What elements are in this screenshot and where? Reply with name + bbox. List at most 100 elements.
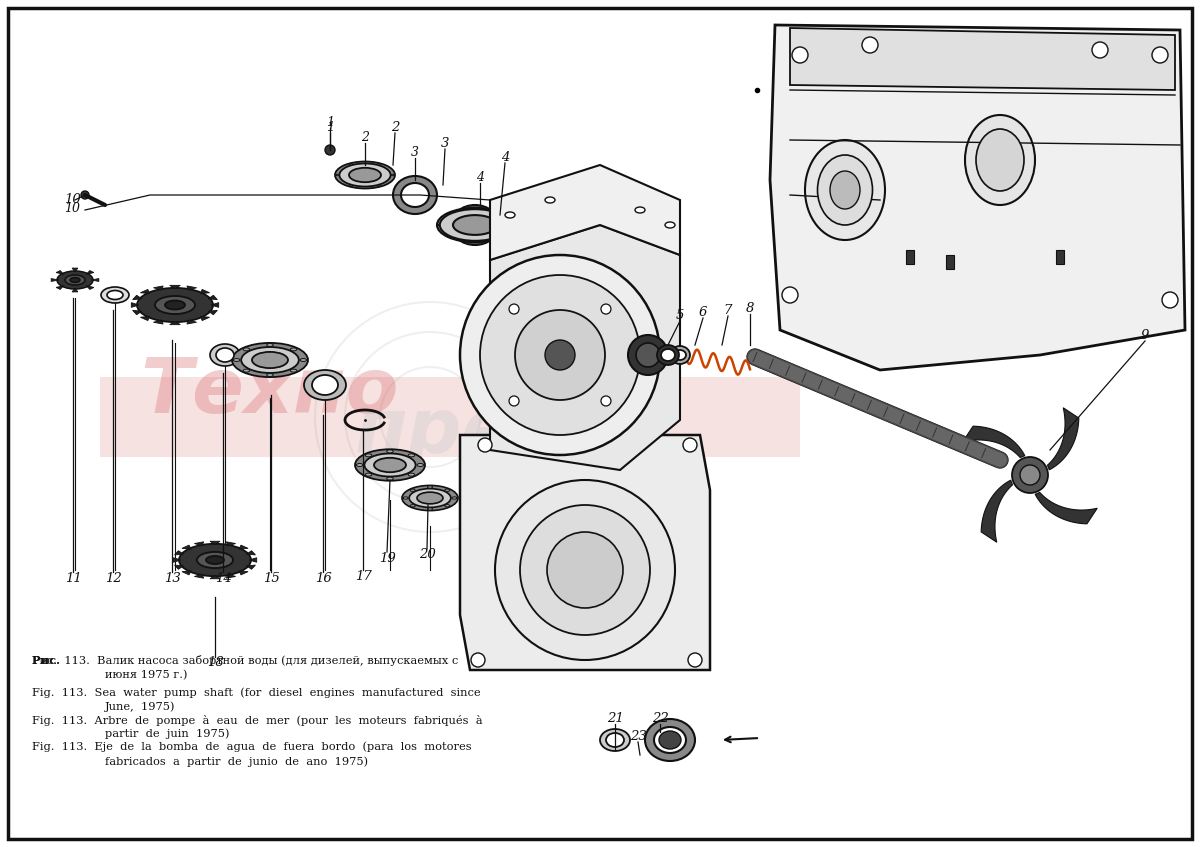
Circle shape: [683, 438, 697, 452]
Text: 1: 1: [326, 115, 334, 129]
Ellipse shape: [505, 212, 515, 218]
Text: 8: 8: [746, 302, 754, 314]
Circle shape: [862, 37, 878, 53]
Ellipse shape: [300, 358, 307, 362]
Polygon shape: [169, 285, 180, 289]
Text: Рис.  113.  Валик насоса забортной воды (для дизелей, выпускаемых с: Рис. 113. Валик насоса забортной воды (д…: [32, 655, 458, 666]
Ellipse shape: [445, 489, 450, 491]
Ellipse shape: [654, 727, 686, 753]
Ellipse shape: [665, 222, 674, 228]
Polygon shape: [962, 426, 1025, 457]
Text: 9: 9: [1141, 329, 1150, 341]
Polygon shape: [133, 296, 142, 300]
Polygon shape: [200, 290, 210, 294]
Polygon shape: [154, 320, 163, 324]
Ellipse shape: [545, 197, 554, 203]
Text: 17: 17: [355, 569, 371, 583]
Polygon shape: [72, 288, 78, 292]
Ellipse shape: [409, 489, 451, 507]
Text: 3: 3: [440, 136, 449, 150]
Text: Fig.  113.  Arbre  de  pompe  à  eau  de  mer  (pour  les  moteurs  fabriqués  à: Fig. 113. Arbre de pompe à eau de mer (p…: [32, 715, 482, 726]
Ellipse shape: [155, 296, 194, 314]
Text: June,  1975): June, 1975): [106, 701, 175, 712]
Ellipse shape: [646, 719, 695, 761]
Polygon shape: [227, 574, 235, 579]
Bar: [906, 250, 914, 264]
Ellipse shape: [377, 185, 380, 186]
Polygon shape: [154, 286, 163, 290]
Text: 5: 5: [676, 308, 684, 322]
Polygon shape: [490, 225, 680, 470]
Text: пресс: пресс: [355, 395, 605, 469]
Ellipse shape: [635, 207, 646, 213]
Polygon shape: [56, 270, 64, 274]
Ellipse shape: [58, 271, 94, 289]
Circle shape: [1152, 47, 1168, 63]
Ellipse shape: [452, 497, 457, 499]
Ellipse shape: [511, 224, 512, 225]
Ellipse shape: [674, 350, 686, 360]
Polygon shape: [86, 270, 94, 274]
Ellipse shape: [179, 544, 251, 576]
Circle shape: [509, 304, 520, 314]
Text: fabricados  a  partir  de  junio  de  ano  1975): fabricados a partir de junio de ano 1975…: [106, 756, 368, 767]
Polygon shape: [140, 317, 150, 320]
Ellipse shape: [492, 239, 494, 240]
Circle shape: [601, 304, 611, 314]
Ellipse shape: [101, 287, 130, 303]
Polygon shape: [182, 571, 191, 575]
Ellipse shape: [233, 358, 240, 362]
Ellipse shape: [70, 278, 80, 283]
Ellipse shape: [427, 486, 432, 488]
Text: 4: 4: [500, 151, 509, 163]
Polygon shape: [182, 545, 191, 549]
Text: 4: 4: [476, 170, 484, 184]
Ellipse shape: [976, 129, 1024, 191]
Text: 7: 7: [724, 303, 732, 317]
Text: 23: 23: [630, 729, 647, 743]
Polygon shape: [209, 310, 217, 315]
Circle shape: [325, 145, 335, 155]
Ellipse shape: [659, 731, 682, 749]
Ellipse shape: [394, 176, 437, 214]
Polygon shape: [239, 545, 248, 549]
Ellipse shape: [216, 348, 234, 362]
Ellipse shape: [340, 163, 391, 186]
Ellipse shape: [391, 174, 395, 175]
Circle shape: [509, 396, 520, 406]
Ellipse shape: [600, 729, 630, 751]
Polygon shape: [174, 565, 184, 569]
Ellipse shape: [401, 183, 430, 207]
Polygon shape: [133, 310, 142, 315]
Polygon shape: [86, 285, 94, 290]
Ellipse shape: [377, 163, 380, 165]
Polygon shape: [246, 551, 256, 555]
Circle shape: [496, 480, 674, 660]
Ellipse shape: [418, 492, 443, 504]
Ellipse shape: [241, 347, 299, 373]
Text: 13: 13: [163, 572, 180, 584]
Ellipse shape: [374, 457, 406, 472]
Ellipse shape: [410, 489, 415, 491]
Ellipse shape: [458, 212, 491, 239]
Ellipse shape: [658, 345, 679, 365]
Text: 15: 15: [263, 572, 280, 584]
Ellipse shape: [197, 552, 233, 568]
Ellipse shape: [107, 291, 124, 300]
Text: 22: 22: [652, 711, 668, 724]
Ellipse shape: [244, 369, 250, 372]
Ellipse shape: [805, 140, 886, 240]
Ellipse shape: [349, 185, 353, 186]
Ellipse shape: [355, 449, 425, 481]
Polygon shape: [210, 541, 220, 545]
Polygon shape: [209, 296, 217, 300]
Polygon shape: [187, 286, 197, 290]
Ellipse shape: [365, 473, 372, 476]
Circle shape: [547, 532, 623, 608]
Ellipse shape: [403, 497, 408, 499]
Circle shape: [1092, 42, 1108, 58]
Ellipse shape: [356, 463, 362, 467]
Ellipse shape: [410, 505, 415, 507]
Circle shape: [470, 653, 485, 667]
Polygon shape: [194, 542, 204, 545]
